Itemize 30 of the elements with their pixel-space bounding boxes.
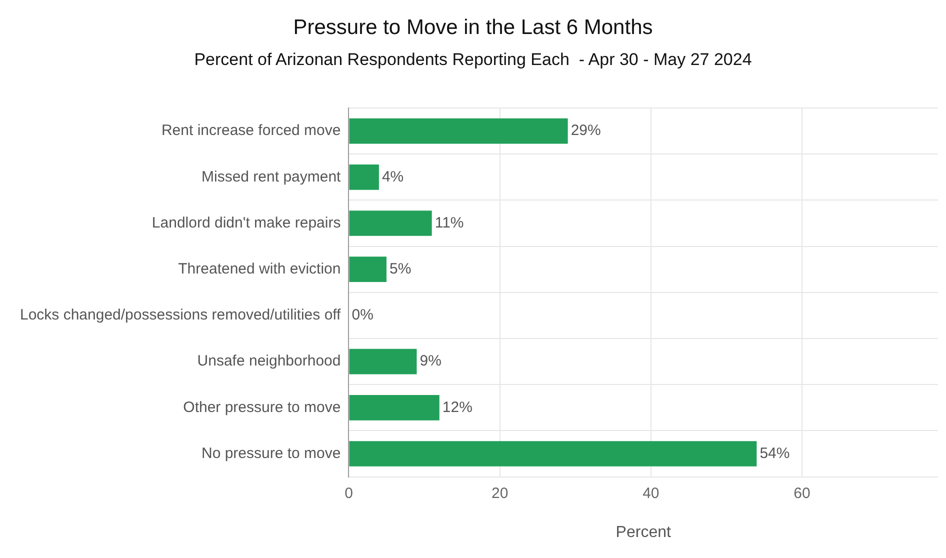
bar <box>349 118 568 144</box>
data-label: 4% <box>382 168 404 186</box>
x-tick-label: 20 <box>491 484 508 502</box>
bar <box>349 394 440 420</box>
x-tick-label: 0 <box>344 484 353 502</box>
bar <box>349 210 432 236</box>
bar <box>349 348 417 374</box>
y-tick-label: Rent increase forced move <box>161 122 341 140</box>
y-tick-label: Missed rent payment <box>202 168 342 186</box>
data-label: 12% <box>442 398 472 416</box>
data-label: 29% <box>570 122 601 140</box>
bar <box>349 164 379 190</box>
y-tick-label: No pressure to move <box>202 444 341 462</box>
data-label: 11% <box>434 214 464 232</box>
y-tick-label: Unsafe neighborhood <box>197 352 341 370</box>
bar <box>349 441 757 466</box>
x-tick-label: 40 <box>642 484 660 502</box>
y-tick-label: Locks changed/possessions removed/utilities off <box>20 306 342 324</box>
data-label: 9% <box>420 352 442 370</box>
data-label: 0% <box>352 306 374 324</box>
data-label: 5% <box>390 260 412 278</box>
x-tick-label: 60 <box>794 484 810 502</box>
data-label: 54% <box>760 444 790 462</box>
chart-title: Pressure to Move in the Last 6 Months <box>292 16 654 40</box>
y-tick-label: Other pressure to move <box>183 398 341 416</box>
bar <box>349 256 387 282</box>
x-axis-title: Percent <box>616 524 672 541</box>
y-tick-label: Threatened with eviction <box>178 260 341 278</box>
y-tick-label: Landlord didn't make repairs <box>152 214 341 232</box>
chart-subtitle: Percent of Arizonan Respondents Reporting Each - Apr 30 - May 27 2024 <box>193 50 753 70</box>
